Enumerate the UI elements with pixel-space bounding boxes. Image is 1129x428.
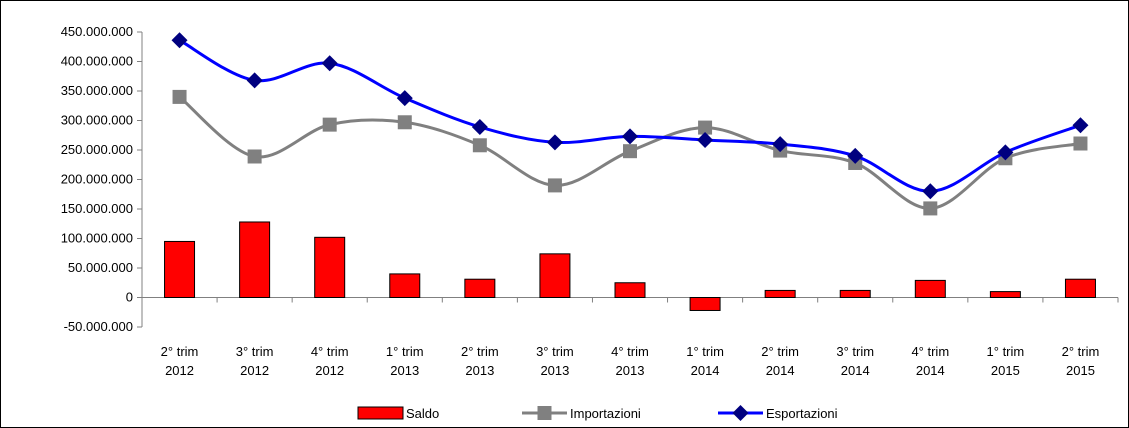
bars-saldo: [164, 221, 1096, 311]
legend-label-esportazioni: Esportazioni: [766, 406, 838, 421]
bar-saldo: [164, 240, 196, 298]
x-tick-label: 2014: [916, 363, 945, 378]
marker-importazioni: [172, 89, 187, 104]
x-tick-label: 3° trim: [236, 344, 274, 359]
marker-importazioni: [397, 115, 412, 130]
marker-importazioni: [247, 149, 262, 164]
bar-saldo: [464, 278, 496, 298]
legend-label-importazioni: Importazioni: [570, 406, 641, 421]
marker-esportazioni: [772, 136, 789, 153]
x-tick-label: 1° trim: [987, 344, 1025, 359]
x-tick-label: 4° trim: [911, 344, 949, 359]
lines: [171, 32, 1089, 216]
y-tick-label: 200.000.000: [61, 172, 133, 187]
marker-esportazioni: [171, 32, 188, 49]
bar-saldo: [989, 291, 1021, 299]
x-tick-label: 3° trim: [836, 344, 874, 359]
marker-importazioni: [322, 117, 337, 132]
y-tick-label: 250.000.000: [61, 142, 133, 157]
x-tick-label: 2012: [315, 363, 344, 378]
marker-importazioni: [698, 120, 713, 135]
bar-saldo: [389, 273, 421, 298]
marker-esportazioni: [697, 131, 714, 148]
legend: Saldo Importazioni Esportazioni: [357, 405, 838, 421]
bar-saldo: [764, 289, 796, 299]
y-tick-label: 0: [126, 290, 133, 305]
bar-saldo: [1064, 278, 1096, 298]
y-tick-label: 300.000.000: [61, 113, 133, 128]
bar-saldo: [839, 289, 871, 299]
bar-saldo: [689, 297, 721, 311]
y-tick-label: 100.000.000: [61, 231, 133, 246]
x-tick-label: 1° trim: [386, 344, 424, 359]
bar-saldo: [614, 282, 646, 298]
y-tick-label: 150.000.000: [61, 201, 133, 216]
bar-saldo: [539, 253, 571, 298]
x-tick-label: 1° trim: [686, 344, 724, 359]
marker-esportazioni: [396, 90, 413, 107]
legend-swatch-saldo: [357, 406, 404, 420]
line-esportazioni: [178, 38, 1081, 193]
marker-esportazioni: [847, 147, 864, 164]
x-tick-label: 2013: [465, 363, 494, 378]
y-tick-label: 400.000.000: [61, 54, 133, 69]
bar-saldo: [314, 236, 346, 299]
marker-esportazioni: [246, 72, 263, 89]
x-tick-label: 2° trim: [1062, 344, 1100, 359]
marker-importazioni: [472, 138, 487, 153]
x-tick-label: 2013: [616, 363, 645, 378]
legend-marker-importazioni: [537, 406, 552, 420]
x-tick-label: 2012: [165, 363, 194, 378]
marker-esportazioni: [1072, 117, 1089, 134]
y-tick-label: -50.000.000: [64, 319, 133, 334]
x-tick-label: 2° trim: [461, 344, 499, 359]
marker-importazioni: [1073, 136, 1088, 151]
x-tick-label: 2° trim: [761, 344, 799, 359]
legend-label-saldo: Saldo: [406, 406, 439, 421]
marker-importazioni: [923, 201, 938, 216]
x-tick-label: 2015: [991, 363, 1020, 378]
marker-esportazioni: [546, 134, 563, 151]
marker-esportazioni: [622, 128, 638, 145]
y-tick-label: 450.000.000: [61, 24, 133, 39]
marker-importazioni: [547, 178, 562, 193]
x-tick-label: 2014: [691, 363, 720, 378]
bar-saldo: [914, 279, 946, 299]
x-tick-label: 3° trim: [536, 344, 574, 359]
marker-esportazioni: [997, 144, 1014, 161]
x-tick-label: 2014: [841, 363, 870, 378]
y-tick-label: 350.000.000: [61, 83, 133, 98]
marker-esportazioni: [321, 55, 338, 72]
bar-saldo: [239, 221, 271, 298]
x-tick-label: 2012: [240, 363, 269, 378]
x-tick-label: 2013: [390, 363, 419, 378]
x-tick-label: 2015: [1066, 363, 1095, 378]
legend-marker-esportazioni: [732, 405, 749, 421]
marker-esportazioni: [922, 183, 939, 200]
marker-esportazioni: [471, 118, 488, 135]
x-tick-label: 2° trim: [161, 344, 199, 359]
x-tick-label: 2014: [766, 363, 795, 378]
x-tick-label: 4° trim: [611, 344, 649, 359]
axes: 450.000.000 400.000.000 350.000.000 300.000…: [61, 24, 1119, 378]
x-tick-label: 4° trim: [311, 344, 349, 359]
x-tick-label: 2013: [540, 363, 569, 378]
marker-importazioni: [623, 144, 637, 159]
y-tick-label: 50.000.000: [68, 260, 133, 275]
